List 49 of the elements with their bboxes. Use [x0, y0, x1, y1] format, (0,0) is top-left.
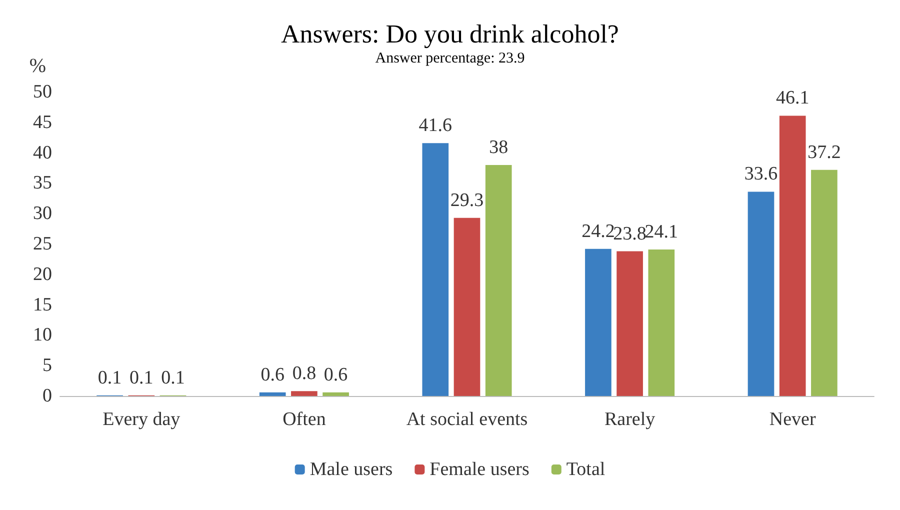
data-label: 23.8 [613, 223, 646, 244]
legend-label: Male users [310, 459, 393, 480]
bar [322, 392, 349, 396]
y-tick-label: 40 [33, 142, 52, 164]
legend-label: Total [566, 459, 606, 480]
x-tick-label: Never [769, 409, 816, 430]
data-label: 0.1 [161, 367, 185, 388]
data-label: 29.3 [450, 190, 484, 211]
y-tick-label: 25 [33, 234, 52, 254]
y-tick-label: 0 [42, 386, 52, 406]
data-label: 0.8 [292, 363, 316, 384]
x-tick-label: At social events [406, 409, 528, 430]
y-tick-label: 10 [33, 324, 52, 346]
data-label: 38 [489, 136, 508, 158]
y-axis-title: % [29, 55, 46, 77]
y-tick-label: 20 [33, 264, 52, 285]
y-tick-label: 45 [33, 112, 52, 133]
bar [585, 248, 612, 396]
data-label: 0.1 [98, 367, 122, 388]
bar [811, 170, 838, 396]
data-label: 33.6 [744, 164, 778, 185]
y-tick-label: 15 [33, 294, 52, 316]
bar [454, 218, 480, 396]
bar [748, 192, 774, 396]
bar [779, 116, 806, 396]
data-label: 0.6 [324, 364, 348, 386]
bar [291, 391, 318, 396]
y-tick-label: 50 [33, 82, 52, 102]
y-tick-label: 30 [33, 203, 52, 224]
x-tick-label: Every day [102, 409, 181, 430]
data-label: 46.1 [776, 88, 810, 109]
bar [616, 251, 643, 396]
x-tick-label: Rarely [604, 409, 656, 430]
bar [485, 164, 512, 396]
bar [648, 249, 675, 396]
bar [422, 143, 449, 396]
chart-subtitle: Answer percentage: 23.9 [375, 50, 525, 66]
bar [259, 392, 286, 396]
data-label: 24.2 [582, 220, 615, 242]
data-label: 0.1 [130, 367, 154, 388]
y-tick-label: 5 [42, 355, 52, 376]
chart-title: Answers: Do you drink alcohol? [281, 20, 619, 48]
data-label: 0.6 [260, 364, 284, 386]
data-label: 24.1 [644, 221, 678, 242]
y-tick-label: 35 [33, 172, 52, 194]
data-label: 37.2 [808, 142, 841, 163]
data-label: 41.6 [418, 115, 452, 136]
legend-label: Female users [430, 459, 530, 480]
x-tick-label: Often [282, 409, 326, 430]
